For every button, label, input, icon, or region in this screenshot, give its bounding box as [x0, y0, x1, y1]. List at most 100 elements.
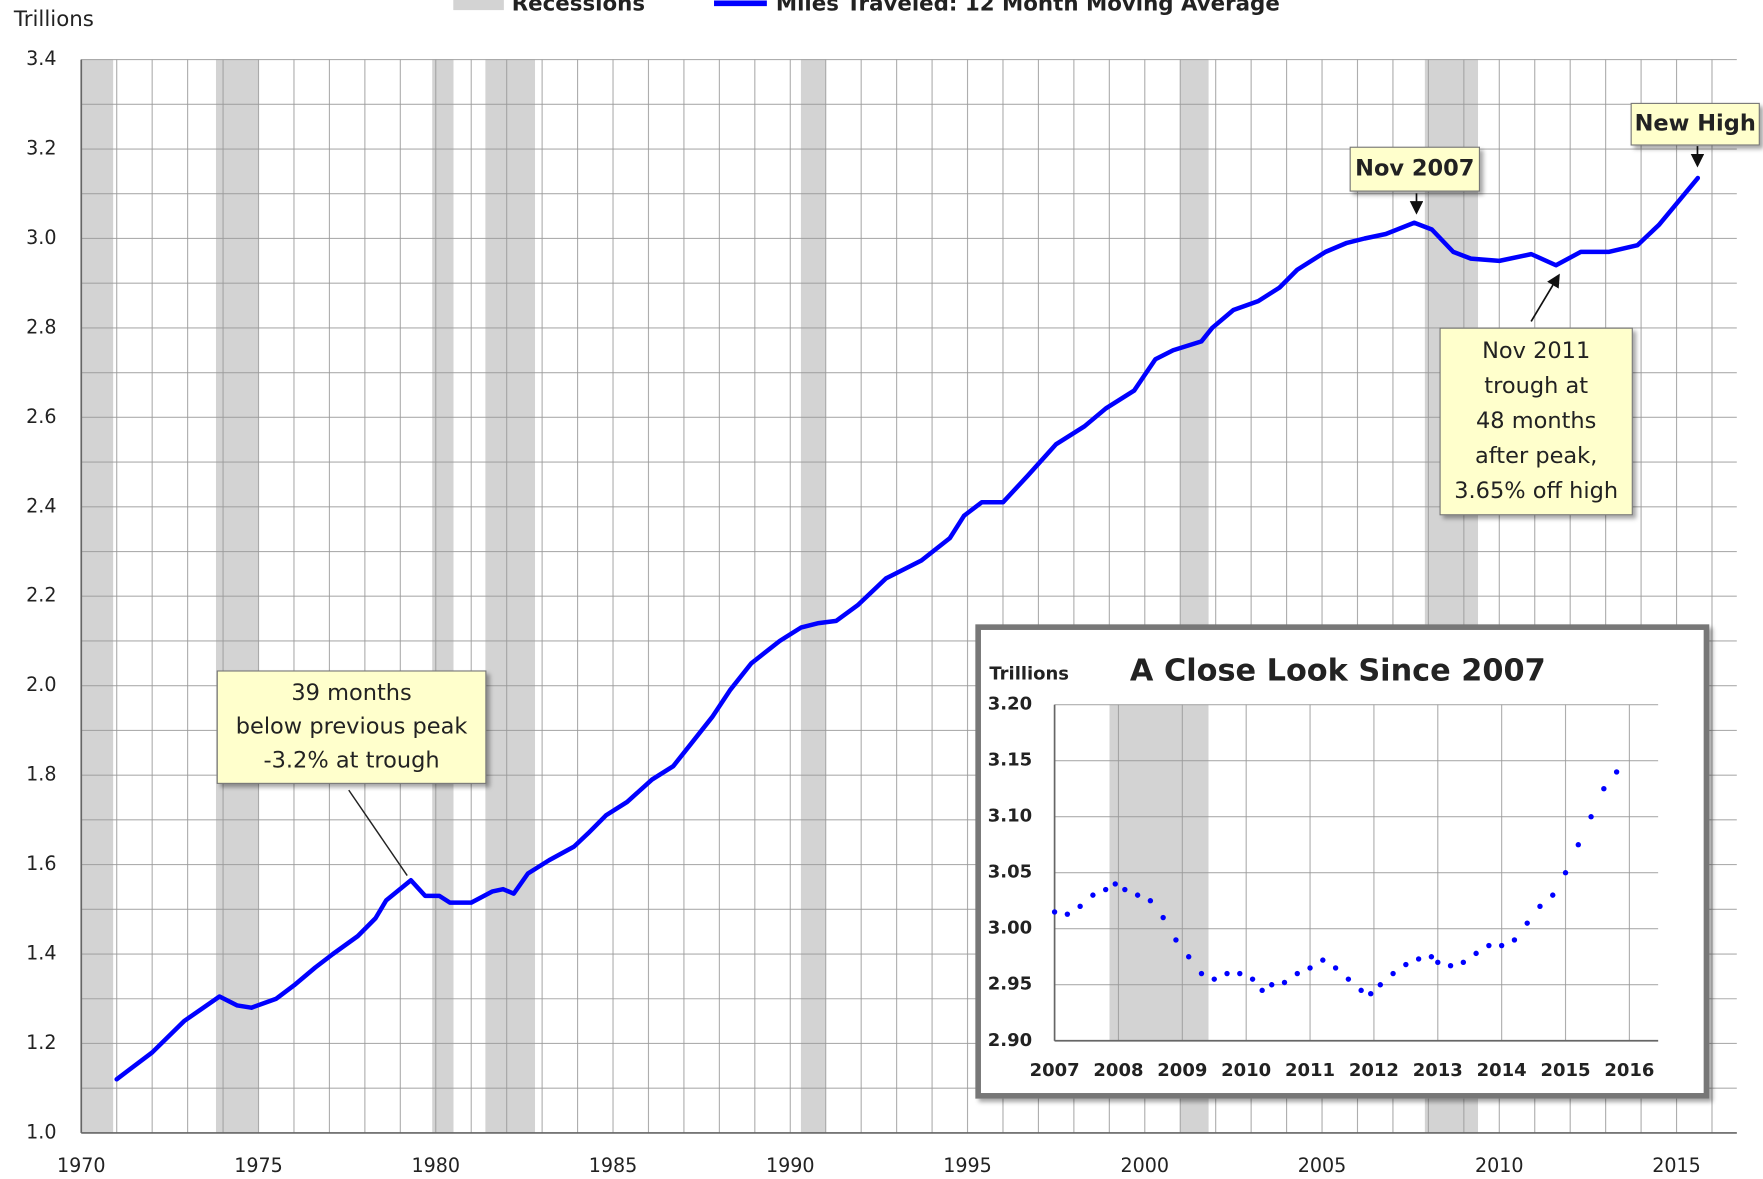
x-tick-label: 2011 — [1285, 1060, 1335, 1081]
y-tick-label: 2.2 — [26, 584, 56, 607]
annotation-box — [1439, 327, 1633, 516]
x-tick-label: 1970 — [57, 1154, 106, 1177]
y-tick-label: 3.2 — [26, 137, 56, 160]
data-point — [1259, 987, 1265, 994]
x-tick-label: 1995 — [943, 1154, 992, 1177]
x-tick-label: 2014 — [1477, 1060, 1527, 1081]
annotation-box — [1630, 102, 1760, 146]
data-point — [1211, 976, 1217, 982]
y-tick-label: 1.8 — [26, 763, 56, 786]
data-point — [1390, 970, 1396, 977]
annotation-text: after peak, — [1475, 443, 1597, 469]
data-point — [1613, 769, 1620, 775]
data-point — [1051, 909, 1058, 915]
y-tick-label: 3.20 — [988, 694, 1032, 715]
x-tick-label: 2010 — [1475, 1154, 1524, 1177]
y-tick-label: 2.6 — [26, 405, 56, 428]
annotation-pointer — [348, 789, 408, 876]
data-point — [1186, 954, 1192, 960]
x-tick-label: 2008 — [1093, 1060, 1143, 1081]
legend-label: Miles Traveled: 12 Month Moving Average — [776, 0, 1280, 16]
y-tick-label: 2.8 — [26, 315, 56, 338]
annotation-text: below previous peak — [236, 714, 468, 740]
x-tick-label: 2010 — [1221, 1060, 1271, 1081]
y-axis-label: Trillions — [13, 7, 94, 32]
annotations: 39 months below previous peak -3.2% at tro… — [216, 102, 1760, 876]
data-point — [1160, 914, 1166, 921]
data-point — [1307, 965, 1313, 971]
inset-chart: 2.90 2.95 3.00 3.05 3.10 3.15 3.20 2007 2008 2009… — [988, 654, 1659, 1081]
legend: Recessions Miles Traveled: 12 Month Movin… — [453, 0, 1280, 16]
x-tick-label: 2009 — [1157, 1060, 1207, 1081]
annotation-text: Nov 2011 — [1482, 338, 1590, 364]
annotation-text: Nov 2007 — [1355, 156, 1474, 182]
y-tick-label: 3.10 — [988, 806, 1032, 827]
data-point — [1460, 959, 1467, 966]
annotation-text: New High — [1635, 111, 1756, 137]
data-point — [1601, 786, 1607, 792]
x-tick-label: 2000 — [1120, 1154, 1169, 1177]
y-tick-label: 3.05 — [988, 862, 1032, 883]
data-point — [1486, 942, 1492, 949]
x-tick-label: 2015 — [1652, 1154, 1701, 1177]
data-point — [1102, 886, 1109, 893]
legend-label: Recessions — [512, 0, 645, 16]
data-point — [1294, 970, 1300, 977]
data-point — [1562, 870, 1569, 876]
annotation-pointer — [1530, 273, 1560, 322]
legend-swatch — [453, 0, 504, 11]
data-point — [1368, 991, 1374, 997]
data-point — [1473, 950, 1479, 957]
x-tick-label: 1990 — [766, 1154, 815, 1177]
data-point — [1269, 982, 1275, 988]
data-point — [1237, 970, 1243, 977]
data-point — [1403, 961, 1409, 968]
annotation-text: 3.65% off high — [1454, 478, 1618, 504]
x-tick-label: 1975 — [234, 1154, 283, 1177]
data-point — [1134, 892, 1141, 898]
data-point — [1435, 959, 1441, 966]
y-tick-label: 1.2 — [26, 1031, 56, 1054]
data-point — [1224, 970, 1230, 977]
y-tick-label: 2.95 — [988, 974, 1032, 995]
annotation-text: 39 months — [291, 680, 411, 706]
data-point — [1077, 903, 1083, 910]
x-tick-label: 2016 — [1604, 1060, 1654, 1081]
data-point — [1358, 987, 1364, 994]
data-point — [1498, 942, 1505, 949]
data-point — [1575, 842, 1581, 848]
annotation-text: trough at — [1484, 373, 1588, 399]
data-point — [1511, 937, 1518, 943]
x-tick-label: 2007 — [1030, 1060, 1080, 1081]
inset-frame — [975, 624, 1710, 1099]
data-point — [1147, 898, 1154, 904]
data-point — [1281, 979, 1288, 986]
y-tick-label: 3.00 — [988, 918, 1032, 939]
y-tick-label: 3.4 — [26, 47, 56, 70]
x-tick-label: 2012 — [1349, 1060, 1399, 1081]
data-point — [1122, 886, 1128, 893]
data-point — [1377, 982, 1384, 988]
data-point — [1064, 911, 1071, 917]
data-point — [1173, 937, 1179, 943]
data-point — [1537, 903, 1543, 910]
y-tick-label: 2.90 — [988, 1030, 1032, 1051]
data-point — [1198, 970, 1205, 977]
data-point — [1415, 956, 1422, 962]
series-line — [114, 175, 1701, 1082]
data-point — [1428, 954, 1435, 960]
data-point — [1588, 814, 1594, 820]
x-tick-label: 2005 — [1298, 1154, 1347, 1177]
y-tick-label: 3.15 — [988, 750, 1032, 771]
y-tick-label: 3.0 — [26, 226, 56, 249]
data-point — [1112, 881, 1118, 887]
data-point — [1249, 976, 1256, 982]
data-point — [1447, 963, 1454, 969]
data-point — [1550, 892, 1556, 898]
annotation-text: 48 months — [1476, 408, 1596, 434]
annotation-box — [216, 670, 487, 784]
x-tick-label: 2015 — [1541, 1060, 1591, 1081]
data-point — [1345, 976, 1352, 982]
